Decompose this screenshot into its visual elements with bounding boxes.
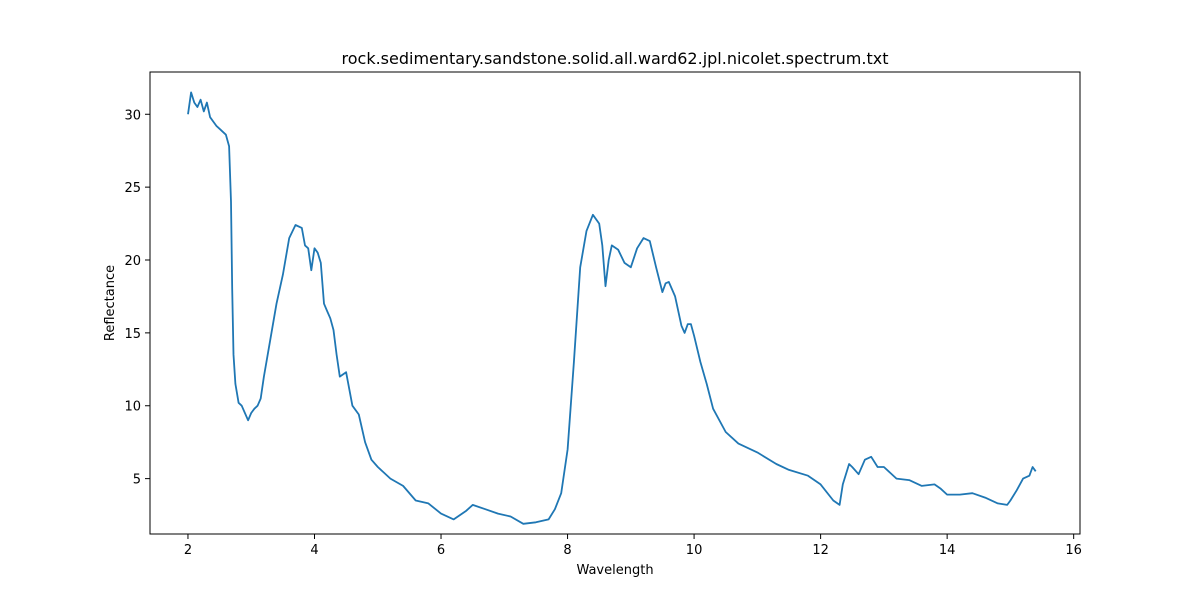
x-tick-label: 16 xyxy=(1065,543,1082,558)
series-line-0 xyxy=(187,91,1037,525)
x-tick-label: 6 xyxy=(437,543,445,558)
x-tick-label: 2 xyxy=(184,543,192,558)
x-tick-label: 4 xyxy=(310,543,318,558)
x-axis: 2 4 6 8 10 12 14 16 xyxy=(184,534,1082,558)
axes-frame xyxy=(149,71,1081,535)
x-tick-label: 14 xyxy=(939,543,956,558)
y-tick-label: 15 xyxy=(124,327,141,342)
x-tick-label: 12 xyxy=(812,543,829,558)
y-tick-label: 20 xyxy=(124,254,141,269)
y-tick-label: 30 xyxy=(124,108,141,123)
y-axis: 5 10 15 20 25 30 xyxy=(124,108,150,488)
y-axis-label: Reflectance xyxy=(103,265,118,341)
x-tick-label: 10 xyxy=(686,543,703,558)
x-axis-label: Wavelength xyxy=(576,563,653,578)
y-tick-label: 10 xyxy=(124,400,141,415)
x-tick-label: 8 xyxy=(563,543,571,558)
plot-area xyxy=(187,91,1037,525)
chart-title: rock.sedimentary.sandstone.solid.all.war… xyxy=(342,49,889,68)
y-tick-label: 5 xyxy=(133,473,141,488)
y-tick-label: 25 xyxy=(124,181,141,196)
